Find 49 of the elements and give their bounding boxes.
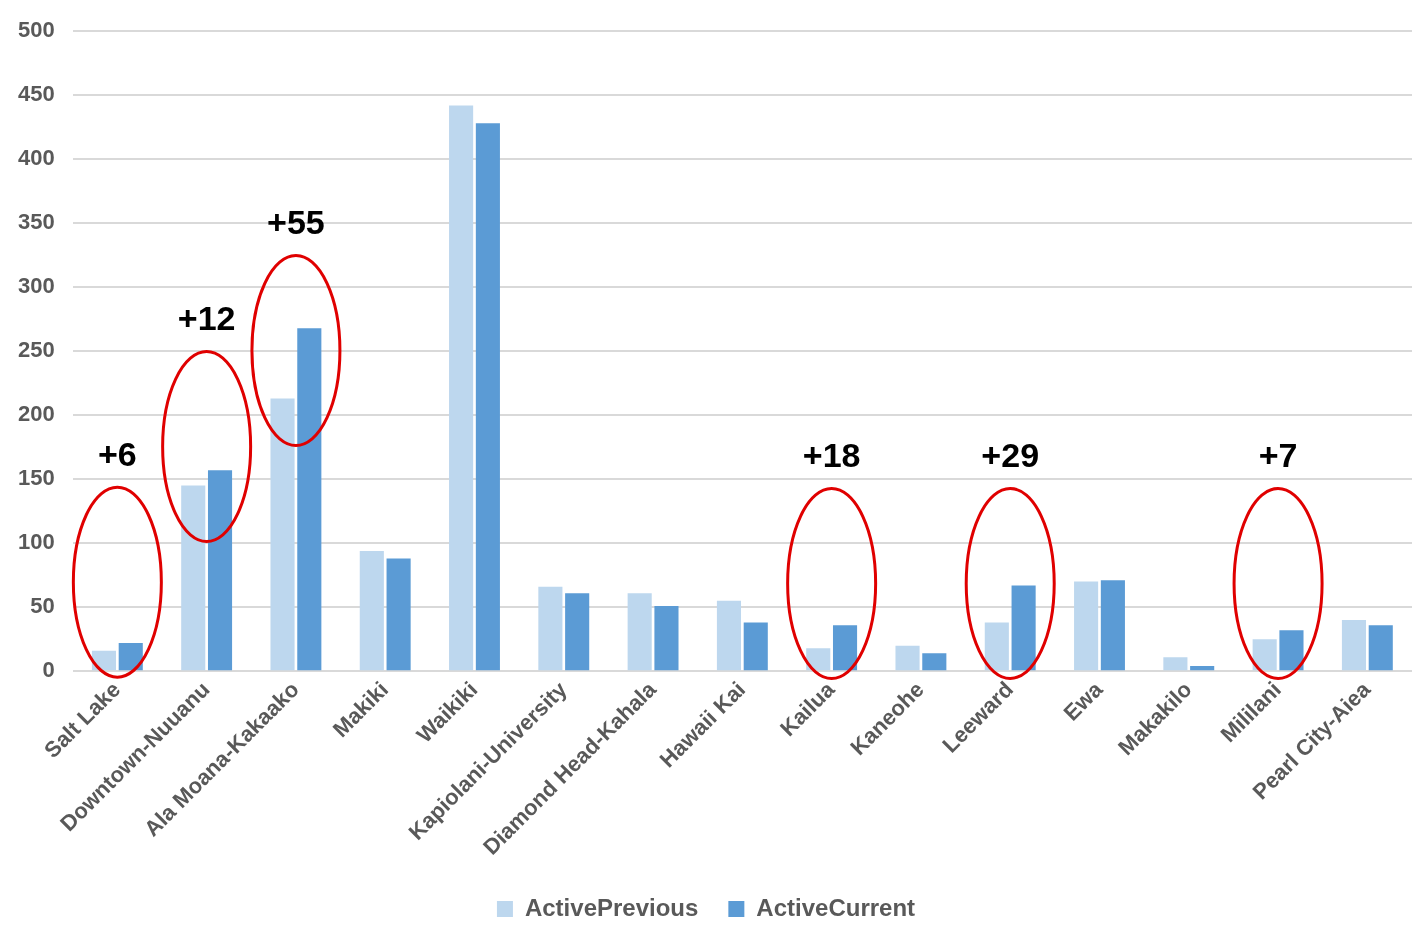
bar bbox=[297, 328, 322, 671]
annotation: +12 bbox=[177, 298, 236, 337]
annotation: +18 bbox=[802, 435, 861, 474]
bar bbox=[359, 550, 384, 671]
y-tick-label: 300 bbox=[17, 273, 55, 299]
bar bbox=[538, 586, 563, 671]
bar bbox=[1279, 630, 1304, 671]
bar bbox=[627, 593, 652, 671]
bar bbox=[1100, 580, 1125, 671]
bar bbox=[1074, 581, 1099, 671]
bar bbox=[922, 653, 947, 671]
bar bbox=[716, 600, 742, 671]
bar bbox=[207, 470, 233, 671]
y-tick-label: 100 bbox=[17, 529, 55, 555]
annotation: +29 bbox=[981, 435, 1040, 474]
bar bbox=[1011, 585, 1036, 671]
y-tick-label: 200 bbox=[17, 401, 55, 427]
bar bbox=[1163, 657, 1188, 671]
bar bbox=[449, 105, 474, 671]
annotation: +7 bbox=[1258, 435, 1298, 474]
bar bbox=[743, 622, 768, 671]
bar bbox=[1368, 625, 1393, 671]
bar bbox=[1190, 666, 1215, 671]
y-tick-label: 500 bbox=[17, 17, 55, 43]
bar bbox=[118, 643, 143, 671]
bar bbox=[806, 648, 831, 671]
bar bbox=[565, 593, 590, 671]
bar bbox=[181, 485, 206, 671]
annotation: +6 bbox=[97, 434, 137, 473]
y-tick-label: 150 bbox=[17, 465, 55, 491]
y-tick-label: 50 bbox=[30, 593, 55, 619]
y-tick-label: 0 bbox=[42, 657, 55, 683]
y-tick-label: 350 bbox=[17, 209, 55, 235]
bar bbox=[984, 622, 1009, 671]
bar bbox=[1341, 620, 1367, 671]
annotation: +55 bbox=[267, 202, 325, 241]
bar bbox=[270, 398, 295, 671]
legend-label: ActiveCurrent bbox=[756, 893, 916, 921]
bar bbox=[654, 605, 679, 671]
y-tick-label: 400 bbox=[17, 145, 55, 171]
bar bbox=[386, 558, 411, 671]
legend-label: ActivePrevious bbox=[524, 893, 699, 921]
bar bbox=[475, 123, 500, 671]
y-tick-label: 250 bbox=[17, 337, 55, 363]
x-tick-label: Ewa bbox=[1058, 676, 1108, 726]
bar bbox=[895, 645, 920, 671]
bar bbox=[832, 625, 858, 671]
y-tick-label: 450 bbox=[17, 81, 55, 107]
bar bbox=[1252, 639, 1277, 671]
